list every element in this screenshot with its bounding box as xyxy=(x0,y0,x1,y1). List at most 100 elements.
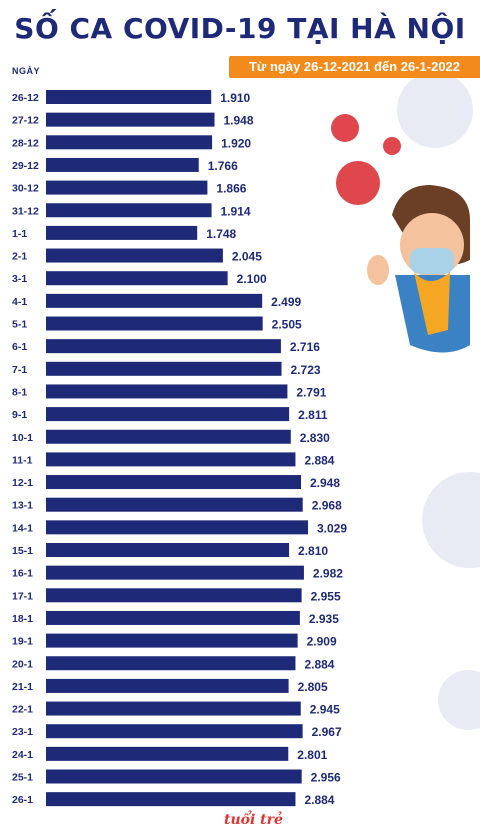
category-label: 13-1 xyxy=(12,500,33,512)
category-label: 15-1 xyxy=(12,545,33,557)
value-label: 2.884 xyxy=(304,793,334,807)
value-label: 2.801 xyxy=(297,748,327,762)
value-label: 2.955 xyxy=(311,589,341,603)
bar xyxy=(46,543,290,557)
value-label: 2.499 xyxy=(271,295,301,309)
value-label: 1.948 xyxy=(223,114,253,128)
value-label: 2.716 xyxy=(290,340,320,354)
bar xyxy=(46,678,289,693)
bar xyxy=(46,135,213,150)
category-label: 25-1 xyxy=(12,772,33,784)
value-label: 2.045 xyxy=(232,250,262,264)
category-label: 16-1 xyxy=(12,568,33,580)
category-label: 14-1 xyxy=(12,522,33,534)
value-label: 1.866 xyxy=(216,182,246,196)
category-label: 23-1 xyxy=(12,726,33,738)
category-label: 6-1 xyxy=(12,341,27,353)
category-label: 1-1 xyxy=(12,228,27,240)
value-label: 2.791 xyxy=(296,385,326,399)
value-label: 2.968 xyxy=(312,499,342,513)
value-label: 2.935 xyxy=(309,612,339,626)
bar xyxy=(46,452,296,467)
category-label: 17-1 xyxy=(12,590,33,602)
value-label: 2.805 xyxy=(298,680,328,694)
bar xyxy=(46,112,215,127)
category-label: 27-12 xyxy=(12,115,39,127)
bar xyxy=(46,497,303,512)
value-label: 3.029 xyxy=(317,521,347,535)
category-label: 7-1 xyxy=(12,364,27,376)
bar xyxy=(46,90,212,104)
category-label: 19-1 xyxy=(12,636,33,648)
logo: tuổi trẻ xyxy=(224,812,283,828)
category-label: 22-1 xyxy=(12,704,33,716)
bar xyxy=(46,339,281,354)
value-label: 2.909 xyxy=(307,635,337,649)
value-label: 1.914 xyxy=(221,204,251,218)
person-illustration xyxy=(367,185,470,353)
bar xyxy=(46,656,296,671)
category-label: 10-1 xyxy=(12,432,33,444)
category-label: 8-1 xyxy=(12,386,27,398)
bar xyxy=(46,520,308,535)
category-label: 3-1 xyxy=(12,273,27,285)
value-label: 2.810 xyxy=(298,544,328,558)
category-label: 5-1 xyxy=(12,319,27,331)
bar xyxy=(46,610,300,625)
bar xyxy=(46,180,208,195)
value-label: 1.766 xyxy=(208,159,238,173)
value-label: 1.748 xyxy=(206,227,236,241)
bar xyxy=(46,746,289,761)
bar xyxy=(46,633,298,648)
bar xyxy=(46,203,212,218)
bar xyxy=(46,769,302,784)
bar xyxy=(46,429,291,444)
value-label: 2.723 xyxy=(291,363,321,377)
category-label: 4-1 xyxy=(12,296,27,308)
value-label: 1.920 xyxy=(221,136,251,150)
value-label: 2.830 xyxy=(300,431,330,445)
category-label: 20-1 xyxy=(12,658,33,670)
bar xyxy=(46,293,263,308)
bar xyxy=(46,475,301,490)
category-label: 26-12 xyxy=(12,92,39,104)
value-label: 2.945 xyxy=(310,703,340,717)
category-label: 29-12 xyxy=(12,160,39,172)
value-label: 2.948 xyxy=(310,476,340,490)
faint-virus-icon xyxy=(397,72,480,730)
bar xyxy=(46,157,199,172)
date-range-banner: Từ ngày 26-12-2021 đến 26-1-2022 xyxy=(229,56,480,78)
value-label: 2.884 xyxy=(304,453,334,467)
bar xyxy=(46,384,288,399)
category-label: 31-12 xyxy=(12,205,39,217)
value-label: 2.956 xyxy=(311,771,341,785)
category-label: 21-1 xyxy=(12,681,33,693)
bar xyxy=(46,225,198,240)
value-label: 2.505 xyxy=(272,318,302,332)
value-label: 2.967 xyxy=(312,725,342,739)
bar xyxy=(46,565,304,580)
value-label: 2.982 xyxy=(313,567,343,581)
category-label: 12-1 xyxy=(12,477,33,489)
value-label: 1.910 xyxy=(220,91,250,105)
bar xyxy=(46,701,301,716)
virus-icon xyxy=(331,114,401,205)
category-label: 9-1 xyxy=(12,409,27,421)
category-label: 2-1 xyxy=(12,251,27,263)
category-label: 18-1 xyxy=(12,613,33,625)
value-label: 2.811 xyxy=(298,408,328,422)
category-label: 11-1 xyxy=(12,454,33,466)
category-label: 24-1 xyxy=(12,749,33,761)
value-label: 2.100 xyxy=(237,272,267,286)
bar xyxy=(46,792,296,807)
value-label: 2.884 xyxy=(304,657,334,671)
bar xyxy=(46,724,303,739)
bar xyxy=(46,588,302,603)
page-title: SỐ CA COVID-19 TẠI HÀ NỘI xyxy=(14,12,466,45)
category-label: 28-12 xyxy=(12,137,39,149)
bar xyxy=(46,316,263,331)
bar xyxy=(46,407,290,422)
category-label: 30-12 xyxy=(12,183,39,195)
